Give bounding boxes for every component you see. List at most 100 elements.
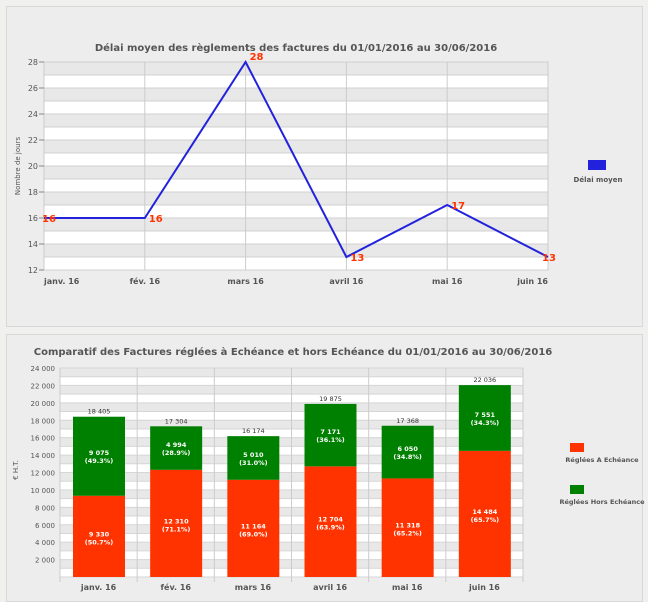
chart-title: Comparatif des Factures réglées à Echéan… bbox=[34, 346, 553, 358]
bar-segment-a-echeance bbox=[73, 495, 125, 577]
bar-segment-hors-echeance bbox=[458, 385, 511, 451]
bar-total-label: 19 875 bbox=[319, 395, 342, 403]
bar-total-label: 17 304 bbox=[165, 417, 188, 425]
y-tick-label: 14 000 bbox=[31, 452, 56, 460]
x-tick-label: mai 16 bbox=[432, 277, 463, 286]
grid-band bbox=[44, 114, 548, 127]
legend-swatch bbox=[588, 160, 606, 170]
y-tick-label: 20 000 bbox=[31, 400, 56, 408]
x-tick-label: mai 16 bbox=[392, 583, 423, 592]
legend-swatch bbox=[570, 485, 584, 494]
bar-segment-hors-echeance bbox=[73, 416, 125, 496]
bar-value-label: 5 010 bbox=[243, 451, 264, 459]
x-tick-label: fév. 16 bbox=[130, 276, 161, 286]
y-tick-label: 24 bbox=[28, 110, 38, 119]
bar-percent-label: (65.2%) bbox=[393, 530, 422, 538]
bar-segment-a-echeance bbox=[227, 479, 280, 577]
bar-value-label: 12 310 bbox=[164, 517, 189, 525]
legend-label: Réglées A Echéance bbox=[565, 456, 639, 464]
x-tick-label: janv. 16 bbox=[43, 277, 80, 286]
y-tick-label: 4 000 bbox=[35, 539, 55, 547]
bar-value-label: 7 551 bbox=[475, 411, 496, 419]
data-label: 13 bbox=[350, 253, 364, 264]
data-label: 17 bbox=[451, 201, 465, 212]
bar-segment-a-echeance bbox=[458, 450, 511, 577]
y-tick-label: 12 000 bbox=[31, 470, 56, 478]
bar-value-label: 14 484 bbox=[472, 508, 497, 516]
x-tick-label: juin 16 bbox=[516, 277, 548, 286]
y-tick-label: 16 000 bbox=[31, 435, 56, 443]
chart-title: Délai moyen des règlements des factures … bbox=[95, 42, 497, 54]
bar-value-label: 9 330 bbox=[89, 530, 110, 538]
bar-segment-a-echeance bbox=[304, 466, 357, 577]
data-label: 13 bbox=[542, 253, 556, 264]
bar-value-label: 4 994 bbox=[166, 441, 187, 449]
bar-percent-label: (31.0%) bbox=[239, 459, 268, 467]
bar-percent-label: (36.1%) bbox=[316, 436, 345, 444]
bar-percent-label: (34.8%) bbox=[393, 453, 422, 461]
y-tick-label: 24 000 bbox=[31, 365, 56, 373]
bar-value-label: 11 318 bbox=[395, 522, 420, 530]
x-tick-label: mars 16 bbox=[235, 583, 272, 592]
y-tick-label: 20 bbox=[28, 162, 38, 171]
y-tick-label: 2 000 bbox=[35, 557, 55, 565]
data-label: 28 bbox=[250, 52, 264, 63]
y-axis-label: € H.T. bbox=[12, 460, 20, 480]
x-tick-label: avril 16 bbox=[313, 583, 347, 592]
bar-total-label: 22 036 bbox=[473, 376, 496, 384]
x-tick-label: mars 16 bbox=[227, 277, 264, 286]
legend-label: Délai moyen bbox=[574, 176, 623, 184]
bar-segment-hors-echeance bbox=[304, 403, 357, 467]
bar-value-label: 7 171 bbox=[320, 428, 341, 436]
y-tick-label: 26 bbox=[28, 84, 38, 93]
bar-total-label: 18 405 bbox=[88, 408, 111, 416]
grid-band bbox=[44, 88, 548, 101]
bar-percent-label: (49.3%) bbox=[85, 457, 114, 465]
bar-value-label: 9 075 bbox=[89, 449, 110, 457]
x-tick-label: juin 16 bbox=[468, 583, 500, 592]
y-tick-label: 22 bbox=[28, 136, 38, 145]
y-tick-label: 18 000 bbox=[31, 417, 56, 425]
y-tick-label: 6 000 bbox=[35, 522, 55, 530]
y-tick-label: 16 bbox=[28, 214, 38, 223]
bar-percent-label: (28.9%) bbox=[162, 449, 191, 457]
grid-band bbox=[44, 166, 548, 179]
y-tick-label: 10 000 bbox=[31, 487, 56, 495]
grid-band bbox=[44, 218, 548, 231]
series-line bbox=[44, 60, 549, 259]
data-label: 16 bbox=[149, 214, 163, 225]
bar-total-label: 17 368 bbox=[396, 417, 419, 425]
bar-segment-a-echeance bbox=[150, 469, 203, 577]
bar-percent-label: (71.1%) bbox=[162, 525, 191, 533]
legend-label: Réglées Hors Echéance bbox=[559, 498, 645, 506]
bar-percent-label: (34.3%) bbox=[471, 419, 500, 427]
y-axis-label: Nombre de jours bbox=[14, 137, 22, 196]
bar-segment-hors-echeance bbox=[150, 426, 203, 470]
grid-band bbox=[44, 140, 548, 153]
bar-value-label: 6 050 bbox=[397, 445, 418, 453]
grid-band bbox=[44, 192, 548, 205]
bar-percent-label: (65.7%) bbox=[471, 516, 500, 524]
x-tick-label: fév. 16 bbox=[161, 582, 192, 592]
bar-total-label: 16 174 bbox=[242, 427, 265, 435]
bar-segment-hors-echeance bbox=[381, 425, 434, 479]
bar-segment-hors-echeance bbox=[227, 436, 280, 480]
grid-band bbox=[44, 244, 548, 257]
bar-percent-label: (69.0%) bbox=[239, 530, 268, 538]
y-tick-label: 28 bbox=[28, 58, 38, 67]
data-label: 16 bbox=[42, 214, 56, 225]
x-tick-label: janv. 16 bbox=[80, 583, 117, 592]
y-tick-label: 14 bbox=[28, 240, 38, 249]
y-tick-label: 8 000 bbox=[35, 504, 55, 512]
bar-value-label: 11 164 bbox=[241, 522, 266, 530]
bar-segment-a-echeance bbox=[381, 478, 434, 577]
x-tick-label: avril 16 bbox=[329, 277, 363, 286]
y-tick-label: 12 bbox=[28, 266, 38, 275]
y-tick-label: 18 bbox=[28, 188, 38, 197]
legend-swatch bbox=[570, 443, 584, 452]
bar-percent-label: (50.7%) bbox=[85, 538, 114, 546]
bar-percent-label: (63.9%) bbox=[316, 524, 345, 532]
grid-band bbox=[44, 62, 548, 75]
y-tick-label: 22 000 bbox=[31, 382, 56, 390]
